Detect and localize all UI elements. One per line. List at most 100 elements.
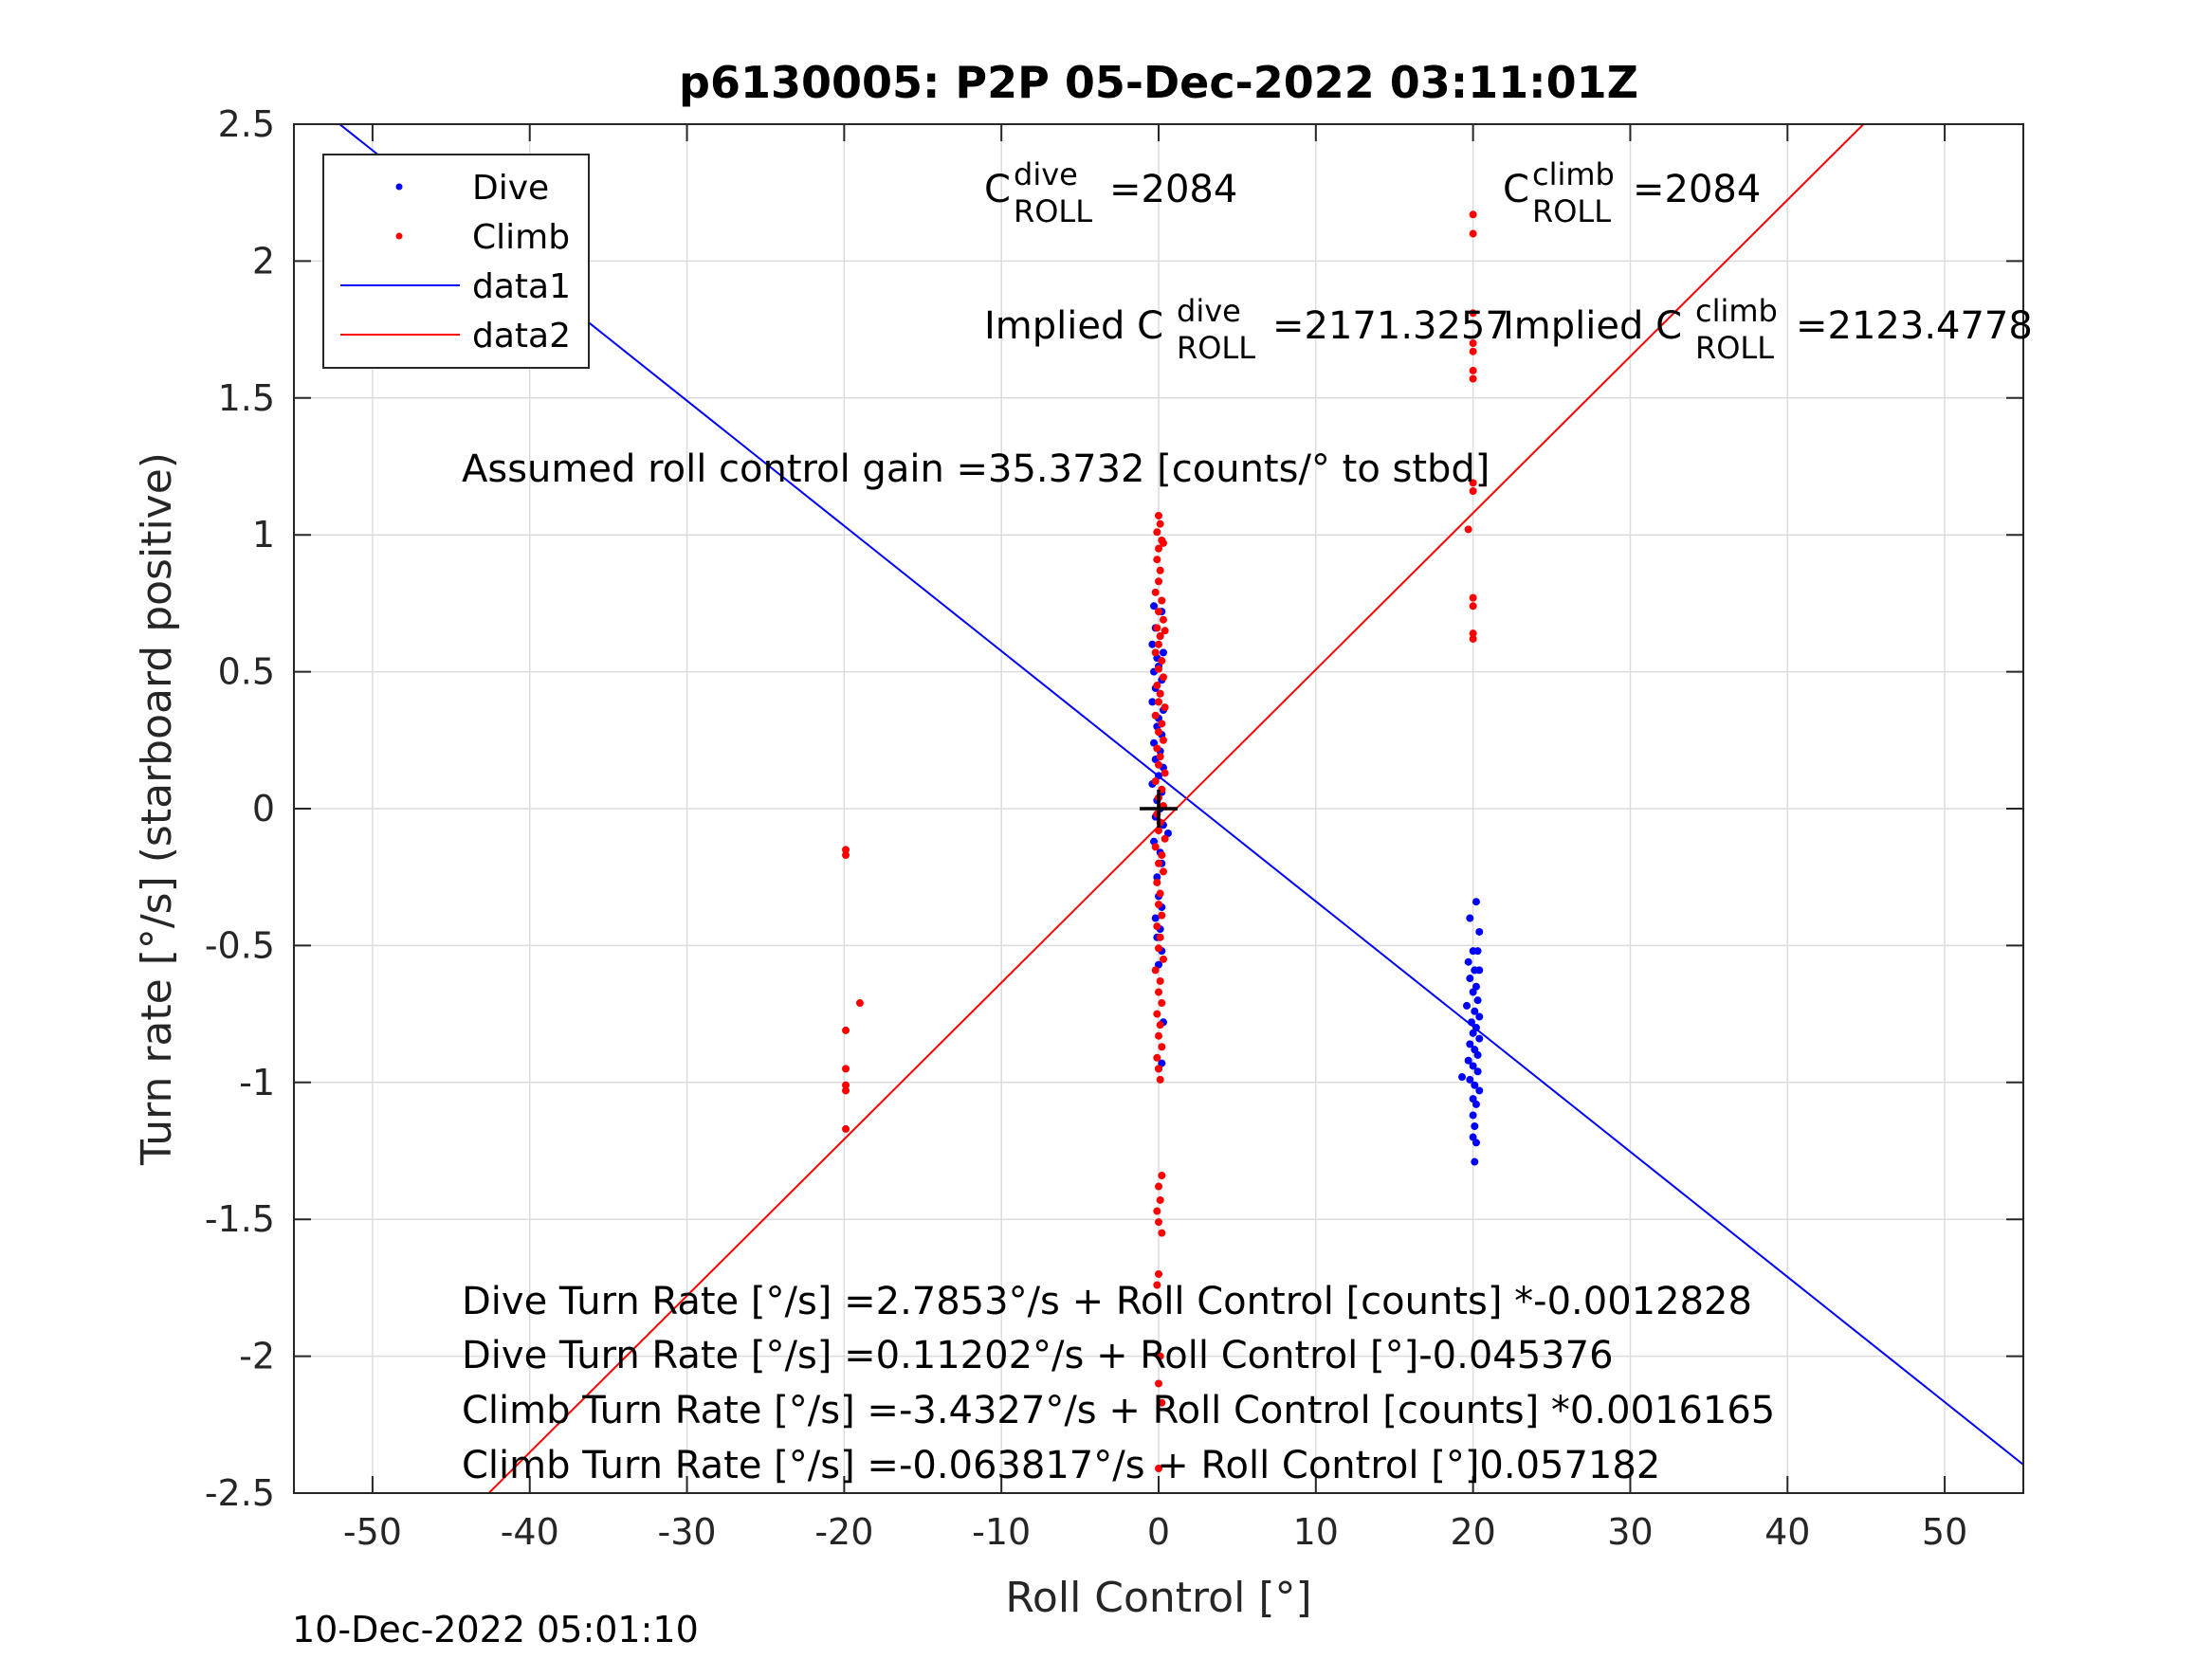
climb-point <box>1151 588 1160 596</box>
x-tick-label: -30 <box>658 1511 717 1553</box>
climb-point <box>1469 486 1477 495</box>
climb-point <box>1156 632 1164 641</box>
implied-climb-value: =2123.4778 <box>1796 304 2033 348</box>
chart-title: p6130005: P2P 05-Dec-2022 03:11:01Z <box>679 57 1638 108</box>
climb-point <box>1161 834 1169 843</box>
climb-point <box>1156 1075 1164 1084</box>
implied-climb-sup: climb <box>1695 293 1778 329</box>
dive-point <box>1159 648 1167 657</box>
legend-climb-marker <box>395 232 403 240</box>
dive-point <box>1475 1086 1484 1095</box>
climb-point <box>1155 827 1162 835</box>
gain-annotation: Assumed roll control gain =35.3732 [coun… <box>462 447 1490 491</box>
climb-point <box>1153 682 1161 690</box>
dive-point <box>1473 947 1482 956</box>
dive-point <box>1475 1012 1484 1021</box>
climb-point <box>1155 944 1162 953</box>
climb-point <box>1161 627 1169 635</box>
dive-point <box>1153 873 1161 882</box>
climb-point <box>1159 673 1167 682</box>
y-tick-label: -2 <box>239 1336 275 1377</box>
dive-point <box>1469 988 1477 996</box>
y-tick-label: -0.5 <box>205 924 275 966</box>
climb-point <box>1159 615 1167 624</box>
climb-point <box>1155 1031 1162 1040</box>
climb-point <box>1155 1379 1162 1388</box>
climb-point <box>1159 867 1167 876</box>
dive-point <box>1466 1040 1474 1048</box>
climb-point <box>1469 347 1477 356</box>
climb-point <box>1158 851 1166 860</box>
climb-point <box>1158 1398 1166 1407</box>
climb-point <box>1158 657 1166 665</box>
annotation-c-dive: C dive ROLL =2084 <box>984 156 1237 229</box>
c-dive-sub: ROLL <box>1014 193 1092 229</box>
climb-point <box>1464 525 1472 534</box>
y-tick-label: 2.5 <box>218 103 275 145</box>
dive-point <box>1466 975 1474 983</box>
dive-point <box>1473 1067 1482 1076</box>
climb-point <box>1158 911 1166 920</box>
dive-point <box>1472 1100 1480 1108</box>
y-tick-label: 1 <box>252 514 275 556</box>
x-tick-label: 20 <box>1450 1511 1495 1553</box>
dive-point <box>1463 1001 1472 1010</box>
c-climb-main: C <box>1503 168 1529 211</box>
climb-point <box>1156 976 1164 985</box>
dive-point <box>1148 698 1157 706</box>
climb-point <box>1155 859 1162 867</box>
dive-point <box>1466 914 1474 922</box>
climb-point <box>1153 624 1161 632</box>
dive-point <box>1467 1018 1475 1027</box>
y-tick-label: -1 <box>239 1062 275 1103</box>
climb-point <box>1153 1281 1161 1289</box>
dive-point <box>1471 1158 1479 1166</box>
y-tick-label: 0 <box>252 788 275 830</box>
c-dive-value: =2084 <box>1109 168 1237 211</box>
annotation-implied-dive: Implied C dive ROLL =2171.3257 <box>984 293 1509 366</box>
dive-point <box>1469 1111 1477 1120</box>
x-tick-label: -50 <box>343 1511 402 1553</box>
climb-point <box>842 1081 850 1089</box>
climb-point <box>1469 339 1477 348</box>
climb-point <box>1151 648 1160 657</box>
climb-point <box>1151 966 1160 975</box>
climb-point <box>1156 1352 1164 1360</box>
y-tick-label: 2 <box>252 240 275 282</box>
implied-dive-sub: ROLL <box>1177 330 1255 366</box>
implied-climb-sub: ROLL <box>1695 330 1774 366</box>
climb-point <box>1469 593 1477 602</box>
climb-point <box>1161 769 1169 777</box>
dive-point <box>1150 602 1159 611</box>
c-climb-sup: climb <box>1532 156 1615 192</box>
dive-point <box>1466 1075 1474 1084</box>
climb-point <box>842 1026 850 1034</box>
dive-point <box>1469 1062 1477 1070</box>
y-tick-label: 0.5 <box>218 651 275 693</box>
climb-point <box>1156 889 1164 898</box>
climb-point <box>1151 711 1160 720</box>
climb-point <box>1155 544 1162 553</box>
legend-data2-label: data2 <box>472 317 571 356</box>
climb-point <box>1155 1269 1162 1278</box>
climb-point <box>1469 602 1477 611</box>
climb-point <box>1155 577 1162 586</box>
climb-point <box>842 851 850 860</box>
climb-point <box>1153 1010 1161 1018</box>
dive-point <box>1472 898 1480 906</box>
climb-point <box>842 1086 850 1095</box>
dive-point <box>1471 1122 1479 1131</box>
x-tick-label: 50 <box>1922 1511 1967 1553</box>
climb-point <box>1155 1465 1162 1473</box>
dive-point <box>1472 1139 1480 1147</box>
climb-point <box>842 1065 850 1073</box>
y-tick-labels: -2.5 -2 -1.5 -1 -0.5 0 0.5 1 1.5 2 2.5 <box>205 103 275 1514</box>
climb-point <box>1158 596 1166 605</box>
climb-point <box>1153 528 1161 537</box>
climb-point <box>1469 229 1477 238</box>
c-climb-sub: ROLL <box>1532 193 1611 229</box>
climb-point <box>1158 1043 1166 1051</box>
climb-point <box>1155 760 1162 769</box>
implied-dive-main: Implied C <box>984 304 1163 348</box>
